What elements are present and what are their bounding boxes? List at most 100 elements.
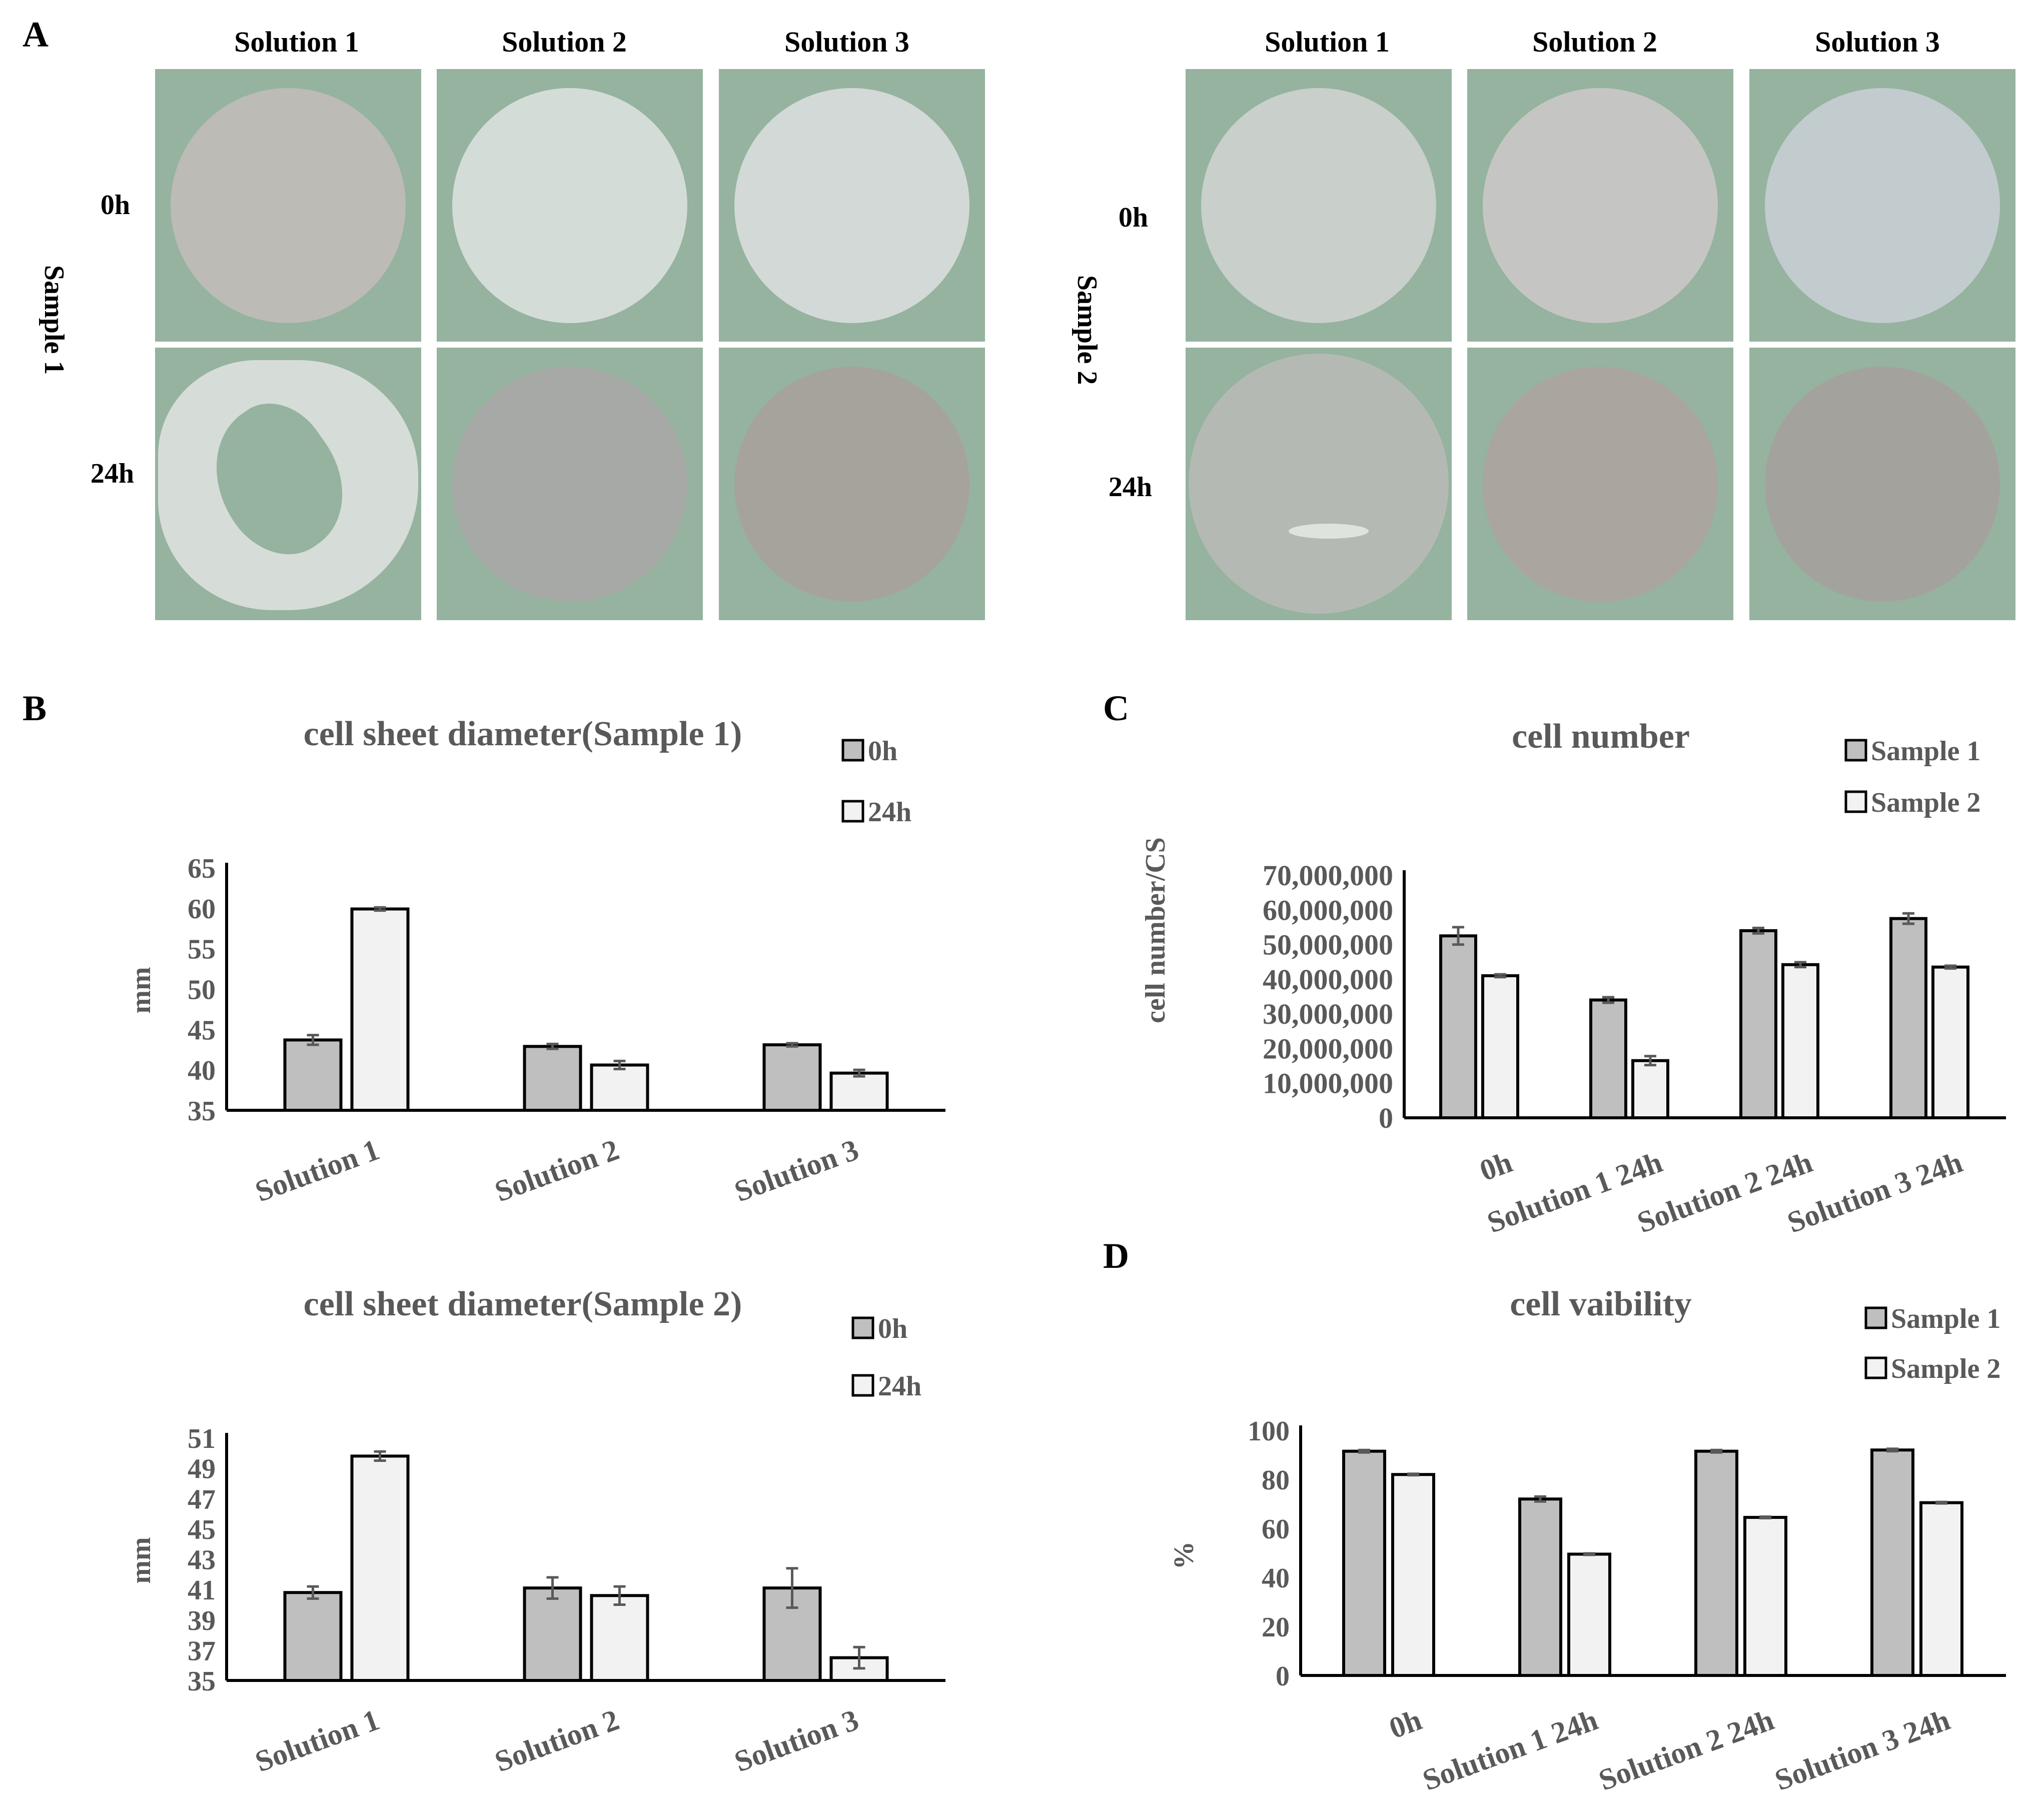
sample-2-label: Sample 2 <box>1072 275 1103 385</box>
bar <box>1743 1515 1787 1677</box>
y-tick-label: 49 <box>188 1454 216 1485</box>
cell-sheet-disc <box>1189 354 1449 614</box>
legend-swatch <box>841 800 864 823</box>
legend-label: Sample 2 <box>1891 1353 2000 1384</box>
y-axis-label: % <box>1169 1541 1200 1569</box>
bar <box>1342 1449 1386 1677</box>
photo-tile-0h-solution-1 <box>1186 69 1452 342</box>
legend-swatch <box>1864 1356 1887 1379</box>
panel-label-c: C <box>1103 688 1129 728</box>
bar <box>590 1063 649 1112</box>
chart-c-cell-number: cell number Sample 1 Sample 2 cell number/C… <box>1140 717 2006 1239</box>
photo-tile-0h-solution-3 <box>1749 69 2015 342</box>
y-tick-label: 43 <box>188 1545 216 1576</box>
cell-sheet-disc <box>1765 88 2000 323</box>
chart-d-cell-viability: cell vaibility Sample 1 Sample 2% 0 20 40 60 80… <box>1169 1285 2006 1797</box>
y-tick-label: 37 <box>188 1635 216 1666</box>
y-tick-label: 39 <box>188 1605 216 1636</box>
bar <box>1518 1497 1562 1677</box>
y-tick-label: 40 <box>188 1055 216 1086</box>
legend-label: 24h <box>878 1371 921 1402</box>
y-axis-label: cell number/CS <box>1140 837 1171 1023</box>
photo-tile-24h-solution-1 <box>155 348 421 620</box>
photo-tile-0h-solution-1 <box>155 69 421 342</box>
x-tick-label: Solution 1 24h <box>1418 1703 1602 1796</box>
bar <box>283 1591 343 1682</box>
bar <box>829 1071 889 1112</box>
photo-tile-24h-solution-3 <box>1749 348 2015 620</box>
chart-b1-diameter-sample-1: cell sheet diameter(Sample 1) 0h 24h mm 35 40… <box>126 715 945 1208</box>
x-tick-label: 0h <box>1385 1703 1426 1745</box>
bar <box>1739 929 1777 1119</box>
x-tick-label: Solution 3 <box>730 1133 863 1208</box>
y-tick-label: 47 <box>188 1484 216 1515</box>
y-tick-label: 40,000,000 <box>1263 963 1393 996</box>
cell-sheet-disc <box>734 88 969 323</box>
column-header-solution-1-s2: Solution 1 <box>1265 26 1390 58</box>
y-tick-label: 60,000,000 <box>1263 894 1393 926</box>
x-tick-label: Solution 3 24h <box>1770 1703 1954 1796</box>
row-header-0h-s2: 0h <box>1118 202 1148 233</box>
legend-label: 0h <box>868 736 897 767</box>
chart-title: cell vaibility <box>1510 1285 1692 1323</box>
bar <box>1567 1552 1611 1677</box>
legend-swatch <box>841 739 864 762</box>
y-tick-label: 35 <box>188 1666 216 1697</box>
y-tick-label: 60 <box>1262 1514 1290 1545</box>
y-tick-label: 45 <box>188 1514 216 1545</box>
cell-sheet-disc <box>452 88 687 323</box>
y-axis-label: mm <box>126 967 157 1013</box>
bar <box>1589 998 1627 1120</box>
bar <box>1631 1059 1669 1120</box>
y-tick-label: 0 <box>1379 1102 1393 1134</box>
row-header-0h: 0h <box>100 190 130 221</box>
tear-hole <box>186 384 371 576</box>
row-header-24h: 24h <box>90 458 134 489</box>
panel-label-d: D <box>1103 1236 1129 1276</box>
column-header-solution-3-s2: Solution 3 <box>1815 26 1940 58</box>
x-tick-label: Solution 3 <box>730 1703 863 1778</box>
photo-tile-24h-solution-1 <box>1186 348 1452 620</box>
tear-slit <box>1289 524 1369 539</box>
photo-tile-0h-solution-2 <box>1467 69 1733 342</box>
bar <box>523 1045 582 1112</box>
y-tick-label: 45 <box>188 1015 216 1046</box>
chart-title: cell sheet diameter(Sample 1) <box>304 715 742 753</box>
row-header-24h-s2: 24h <box>1108 472 1152 503</box>
panel-label-b: B <box>23 688 47 728</box>
y-tick-label: 51 <box>188 1423 216 1454</box>
bar <box>1931 965 1969 1119</box>
x-tick-label: 0h <box>1475 1145 1516 1187</box>
y-tick-label: 10,000,000 <box>1263 1067 1393 1100</box>
x-tick-label: Solution 2 <box>491 1703 623 1778</box>
cell-sheet-disc <box>171 88 406 323</box>
bar <box>1781 963 1819 1119</box>
x-tick-label: Solution 2 24h <box>1594 1703 1778 1796</box>
bar <box>350 1454 410 1682</box>
photo-tile-0h-solution-3 <box>719 69 985 342</box>
cell-sheet-disc <box>1483 366 1718 602</box>
photo-tile-24h-solution-3 <box>719 348 985 620</box>
bar <box>283 1038 343 1112</box>
chart-title: cell sheet diameter(Sample 2) <box>304 1285 742 1323</box>
cell-sheet-disc <box>734 366 969 602</box>
bar <box>350 907 410 1112</box>
y-tick-label: 55 <box>188 934 216 965</box>
legend-label: Sample 1 <box>1871 736 1980 767</box>
bar <box>1481 974 1519 1120</box>
y-tick-label: 65 <box>188 853 216 884</box>
legend-label: 24h <box>868 797 911 828</box>
cell-sheet-disc <box>1765 366 2000 602</box>
panel-label-a: A <box>23 15 49 55</box>
bar <box>1391 1473 1435 1677</box>
y-tick-label: 20 <box>1262 1612 1290 1643</box>
legend-swatch <box>1844 790 1867 813</box>
chart-title: cell number <box>1512 717 1690 756</box>
photo-tile-24h-solution-2 <box>437 348 703 620</box>
x-tick-label: Solution 2 <box>491 1133 623 1208</box>
column-header-solution-2: Solution 2 <box>502 26 627 58</box>
y-tick-label: 80 <box>1262 1465 1290 1496</box>
legend-label: Sample 1 <box>1891 1303 2000 1334</box>
sample-1-label: Sample 1 <box>39 265 70 375</box>
bar <box>1694 1449 1738 1677</box>
